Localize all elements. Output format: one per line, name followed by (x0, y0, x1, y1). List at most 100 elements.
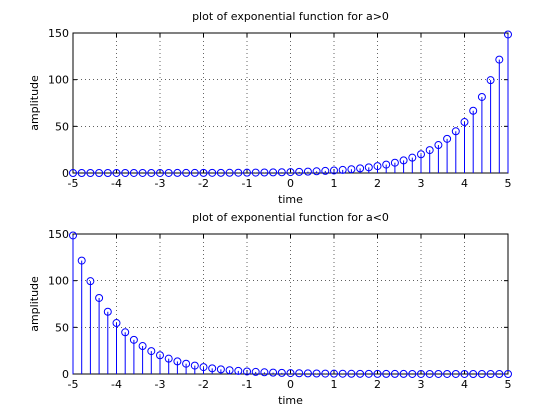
chart-2-marker-45 (460, 369, 469, 378)
chart-2-xtick-label-3: -2 (198, 378, 209, 391)
chart-1-marker-17 (216, 168, 225, 177)
chart-1-marker-47 (477, 92, 486, 101)
chart-1-xtick-label-0: -5 (68, 177, 79, 190)
chart-1-xtick-label-5: 0 (287, 177, 294, 190)
chart-1-marker-26 (295, 167, 304, 176)
chart-2-marker-26 (295, 369, 304, 378)
chart-1-xtick-label-4: -1 (242, 177, 253, 190)
chart-2-xtick-label-0: -5 (68, 378, 79, 391)
chart-1-xtick-label-7: 2 (374, 177, 381, 190)
chart-2-xtick-label-2: -3 (155, 378, 166, 391)
chart-2-marker-30 (330, 369, 338, 378)
chart-1-marker-44 (451, 127, 460, 136)
chart-1-marker-2 (86, 168, 95, 177)
chart-2-marker-44 (451, 369, 460, 378)
chart-1-marker-15 (199, 168, 208, 177)
chart-1-marker-1 (77, 168, 86, 177)
chart-2-marker-19 (234, 366, 243, 375)
chart-2-marker-24 (277, 368, 286, 377)
chart-1-marker-24 (277, 168, 286, 177)
chart-1-marker-10 (156, 168, 164, 177)
chart-2-ytick-label-2: 100 (48, 275, 69, 288)
chart-1-title: plot of exponential function for a>0 (192, 10, 389, 23)
chart-1-marker-16 (208, 168, 217, 177)
chart-2-marker-38 (399, 369, 408, 378)
chart-2-marker-2 (86, 277, 95, 286)
chart-2-marker-35 (373, 369, 382, 378)
chart-1-marker-0 (69, 168, 77, 177)
chart-1-marker-27 (303, 167, 312, 176)
chart-1-marker-32 (347, 165, 356, 174)
chart-2-marker-29 (321, 369, 330, 378)
chart-2-marker-16 (208, 364, 217, 373)
chart-1-xtick-label-1: -4 (111, 177, 122, 190)
chart-1-ytick-label-0: 0 (62, 167, 69, 180)
chart-1-marker-48 (486, 76, 495, 85)
chart-2-marker-48 (486, 369, 495, 378)
chart-1-marker-42 (434, 141, 443, 150)
chart-1-marker-38 (399, 156, 408, 165)
chart-1-marker-36 (382, 160, 391, 169)
chart-2-marker-14 (190, 361, 199, 370)
chart-1-marker-41 (425, 146, 434, 155)
chart-2-ytick-label-1: 50 (55, 321, 69, 334)
chart-2-marker-36 (382, 369, 391, 378)
chart-2-marker-3 (95, 293, 104, 302)
chart-2-marker-17 (216, 365, 225, 374)
chart-2-xtick-label-9: 4 (461, 378, 468, 391)
chart-2-ytick-label-3: 150 (48, 228, 69, 241)
chart-1-marker-19 (234, 168, 243, 177)
chart-1-marker-3 (95, 168, 104, 177)
chart-1-xtick-label-8: 3 (418, 177, 425, 190)
chart-1-marker-18 (225, 168, 234, 177)
chart-1-ytick-label-2: 100 (48, 74, 69, 87)
chart-2-xtick-label-7: 2 (374, 378, 381, 391)
chart-2-marker-23 (269, 368, 278, 377)
chart-1-marker-45 (460, 118, 469, 127)
chart-1-ytick-label-1: 50 (55, 120, 69, 133)
chart-1-marker-50 (504, 30, 512, 39)
chart-2-title: plot of exponential function for a<0 (192, 211, 389, 224)
chart-2-marker-27 (303, 369, 312, 378)
chart-2-marker-11 (164, 354, 173, 363)
chart-2-marker-18 (225, 366, 234, 375)
chart-2-marker-49 (495, 369, 504, 378)
chart-2-xtick-label-6: 1 (331, 378, 338, 391)
chart-2-marker-9 (147, 347, 156, 356)
chart-2-marker-10 (156, 351, 164, 360)
chart-1-marker-28 (312, 167, 321, 176)
chart-1-marker-39 (408, 153, 417, 162)
chart-1-marker-31 (338, 165, 347, 174)
chart-1-marker-30 (330, 166, 338, 175)
chart-1-marker-22 (260, 168, 269, 177)
chart-1-marker-33 (356, 164, 365, 173)
chart-1-xtick-label-9: 4 (461, 177, 468, 190)
chart-2-marker-5 (112, 319, 121, 328)
chart-1-marker-11 (164, 168, 173, 177)
chart-1-marker-5 (112, 168, 121, 177)
chart-2-xtick-label-8: 3 (418, 378, 425, 391)
chart-2-marker-37 (390, 369, 399, 378)
chart-2-xtick-label-4: -1 (242, 378, 253, 391)
chart-1-marker-20 (243, 168, 251, 177)
chart-2-marker-1 (77, 256, 86, 265)
chart-2-marker-4 (103, 307, 112, 316)
chart-2-marker-25 (286, 369, 295, 378)
chart-2-marker-22 (260, 368, 269, 377)
chart-1-marker-49 (495, 55, 504, 64)
chart-2-ylabel: amplitude (28, 276, 41, 332)
chart-2-marker-8 (138, 342, 147, 351)
chart-2-marker-20 (243, 367, 251, 376)
chart-2-marker-28 (312, 369, 321, 378)
chart-2-marker-21 (251, 367, 260, 376)
chart-1-marker-23 (269, 168, 278, 177)
chart-2-marker-12 (173, 357, 182, 366)
chart-1-ytick-label-3: 150 (48, 27, 69, 40)
chart-2-marker-42 (434, 369, 443, 378)
chart-1-marker-12 (173, 168, 182, 177)
chart-1-marker-35 (373, 162, 382, 171)
